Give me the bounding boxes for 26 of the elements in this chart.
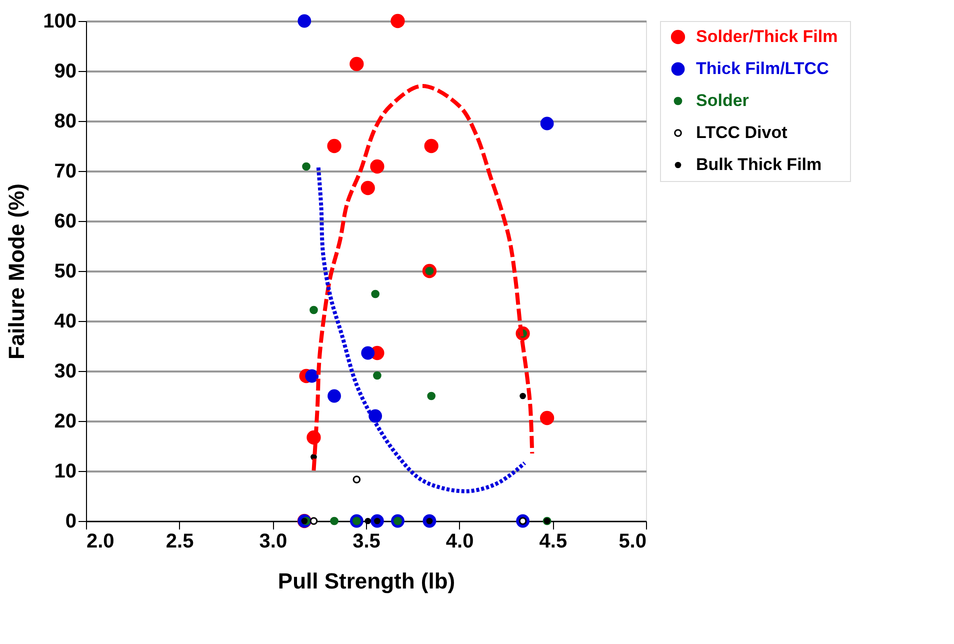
y-tick-label: 50 — [54, 260, 76, 282]
x-tick-label: 4.0 — [446, 530, 474, 552]
x-tick-label: 5.0 — [618, 530, 646, 552]
x-tick-label: 3.5 — [352, 530, 380, 552]
y-tick-label: 10 — [54, 460, 76, 482]
x-axis-title: Pull Strength (lb) — [278, 568, 456, 594]
y-tick-label: 20 — [54, 410, 76, 432]
y-tick-label: 80 — [54, 110, 76, 132]
x-tick-label: 2.5 — [166, 530, 194, 552]
line-series — [316, 166, 527, 494]
legend-label: Solder/Thick Film — [696, 27, 838, 46]
y-tick-label: 70 — [54, 160, 76, 182]
legend-label: LTCC Divot — [696, 123, 788, 142]
legend-label: Bulk Thick Film — [696, 155, 822, 174]
legend-label: Thick Film/LTCC — [696, 59, 829, 78]
y-tick-label: 60 — [54, 210, 76, 232]
x-tick-label: 4.5 — [539, 530, 568, 552]
x-tick-label: 3.0 — [259, 530, 288, 552]
legend-label: Solder — [696, 91, 750, 110]
x-tick-label: 2.0 — [86, 530, 114, 552]
y-tick-label: 30 — [54, 360, 76, 382]
y-tick-label: 0 — [65, 510, 76, 532]
y-tick-label: 100 — [43, 10, 76, 32]
y-axis-title: Failure Mode (%) — [4, 183, 30, 360]
y-tick-label: 40 — [54, 310, 76, 332]
y-tick-label: 90 — [54, 60, 76, 82]
